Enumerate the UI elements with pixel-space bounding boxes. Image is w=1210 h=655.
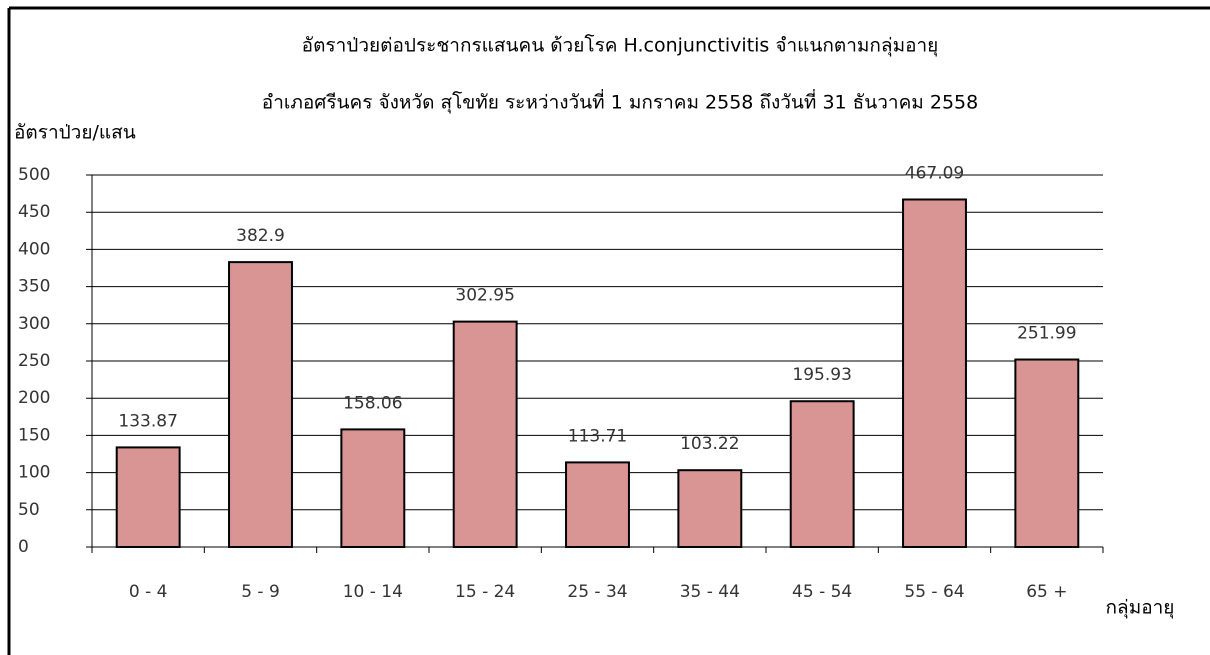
data-label: 467.09: [905, 163, 964, 183]
y-tick-label: 350: [18, 277, 50, 297]
y-tick-label: 100: [18, 463, 50, 483]
data-label: 251.99: [1017, 324, 1076, 344]
y-tick-label: 150: [18, 425, 50, 445]
y-axis-title: อัตราป่วย/แสน: [14, 122, 136, 144]
data-label: 195.93: [792, 365, 851, 385]
y-tick-label: 200: [18, 388, 50, 408]
data-label: 158.06: [343, 393, 402, 413]
chart-subtitle: อำเภอศรีนคร จังหวัด สุโขทัย ระหว่างวันที…: [262, 89, 978, 115]
bar: [1014, 358, 1080, 548]
x-tick-label: 0 - 4: [129, 582, 168, 602]
y-tick-label: 50: [18, 500, 40, 520]
chart-title: อัตราป่วยต่อประชากรแสนคน ด้วยโรค H.conju…: [302, 34, 939, 58]
bar: [340, 428, 406, 548]
x-tick-label: 35 - 44: [680, 582, 740, 602]
data-label: 133.87: [118, 411, 177, 431]
x-axis-title: กลุ่มอายุ: [1106, 597, 1175, 620]
data-label: 103.22: [680, 434, 739, 454]
y-tick-label: 250: [18, 351, 50, 371]
y-tick-label: 400: [18, 239, 50, 259]
y-tick-label: 500: [18, 165, 50, 185]
bar: [789, 400, 855, 549]
bar: [565, 461, 630, 548]
x-tick-label: 65 +: [1026, 582, 1067, 602]
data-label: 382.9: [236, 226, 285, 246]
x-tick-label: 15 - 24: [455, 582, 515, 602]
bar: [677, 469, 743, 548]
x-tick-label: 25 - 34: [567, 582, 627, 602]
x-tick-label: 5 - 9: [241, 582, 280, 602]
x-tick-label: 45 - 54: [792, 582, 852, 602]
y-tick-label: 300: [18, 314, 50, 334]
bar: [115, 446, 181, 549]
bar: [452, 320, 518, 548]
data-label: 302.95: [455, 286, 514, 306]
data-label: 113.71: [568, 426, 627, 446]
y-tick-label: 0: [18, 537, 29, 557]
bar: [902, 198, 967, 548]
bar: [228, 261, 293, 548]
x-tick-label: 55 - 64: [904, 582, 964, 602]
y-tick-label: 450: [18, 202, 50, 222]
x-tick-label: 10 - 14: [343, 582, 403, 602]
